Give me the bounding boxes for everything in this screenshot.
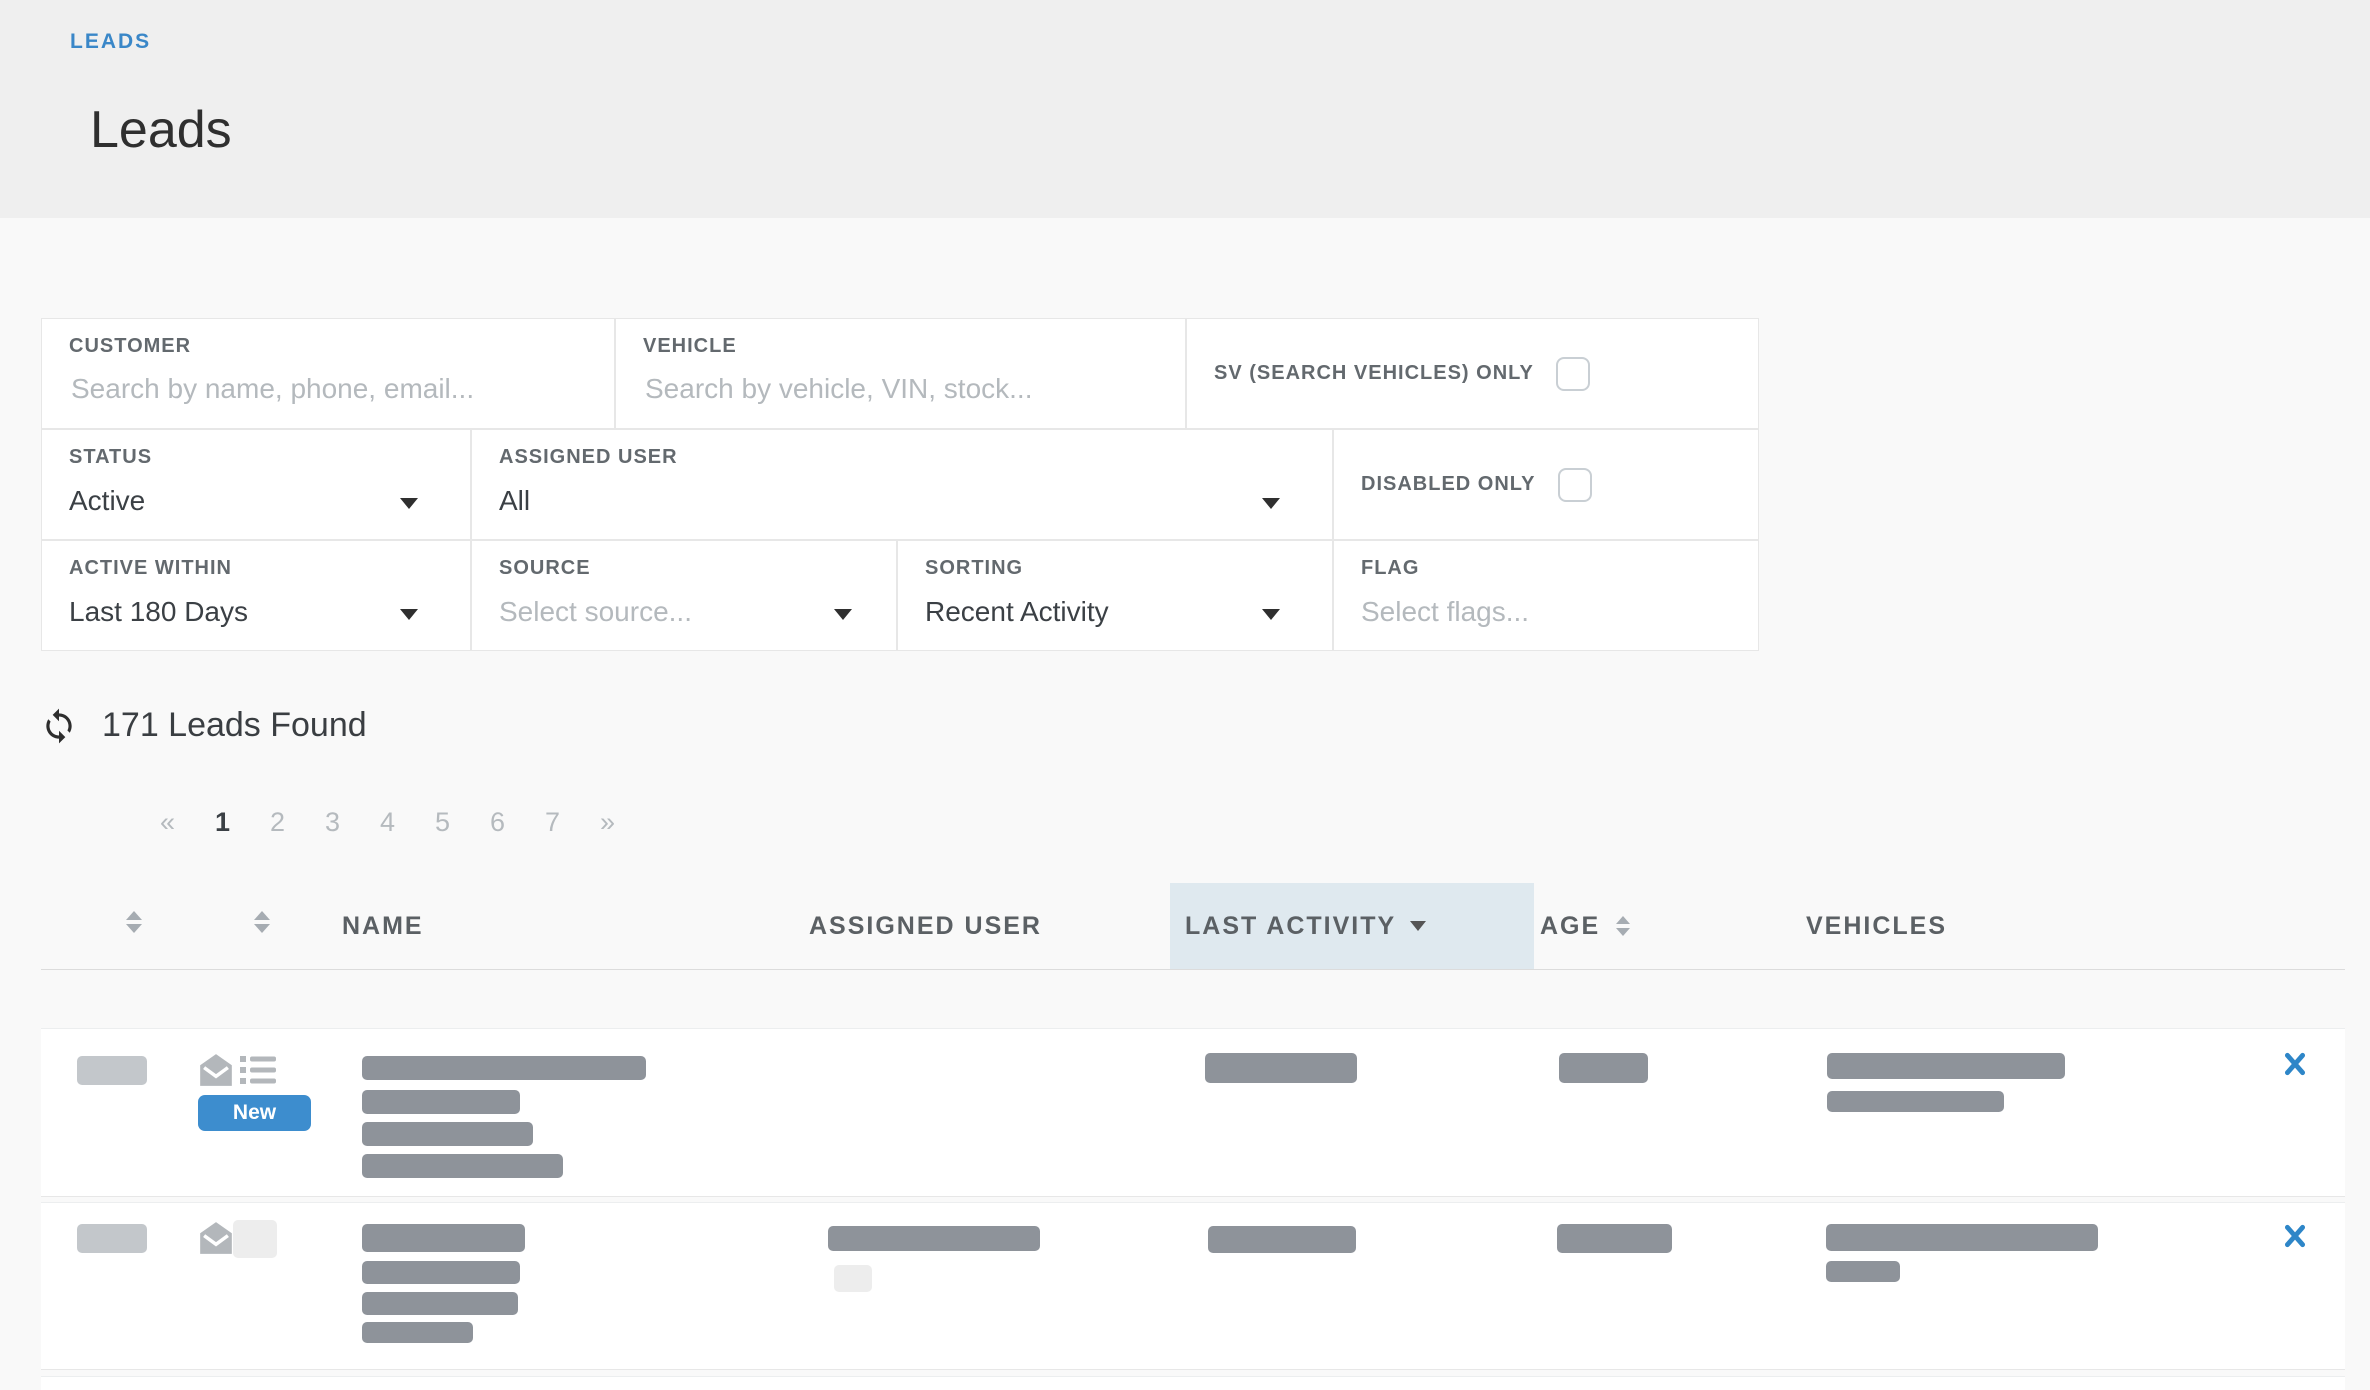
caret-down-icon [1262,498,1280,509]
redacted-vehicle-bar [1827,1091,2004,1112]
x-remove-icon[interactable] [2282,1051,2308,1077]
customer-search-input[interactable] [69,372,537,406]
table-header: NAME ASSIGNED USER LAST ACTIVITY AGE VEH… [41,883,2345,970]
redacted-text-bar [362,1122,533,1146]
redacted-status-pill [77,1224,147,1253]
lead-row[interactable]: New [41,1028,2345,1197]
filter-active-within[interactable]: ACTIVE WITHIN Last 180 Days [41,540,471,651]
column-header-vehicles[interactable]: VEHICLES [1806,911,1948,940]
column-header-last-activity[interactable]: LAST ACTIVITY [1170,883,1534,969]
redacted-name-bar [362,1056,646,1080]
column-header-last-activity-label: LAST ACTIVITY [1185,911,1397,940]
source-value: Select source... [499,596,692,627]
breadcrumb[interactable]: LEADS [70,30,152,53]
redacted-vehicle-bar [1826,1261,1900,1282]
redacted-age-bar [1557,1224,1672,1253]
sort-descending-icon [1410,921,1427,931]
caret-down-icon [400,609,418,620]
column-header-age[interactable]: AGE [1540,883,1631,969]
caret-down-icon [834,609,852,620]
flag-value: Select flags... [1361,596,1530,627]
disabled-only-checkbox[interactable] [1557,467,1592,502]
pagination-next[interactable]: » [599,807,616,837]
vehicle-label: VEHICLE [643,335,737,357]
open-envelope-icon [200,1054,232,1086]
column-header-name[interactable]: NAME [342,911,424,940]
lead-row[interactable] [41,1202,2345,1370]
redacted-text-bar [362,1090,520,1114]
page-title: Leads [90,101,232,159]
customer-label: CUSTOMER [69,335,192,357]
redacted-text-bar [362,1154,563,1178]
pagination-page-7[interactable]: 7 [544,807,561,837]
filter-assigned-user[interactable]: ASSIGNED USER All [471,429,1333,540]
redacted-last-activity-bar [1208,1226,1356,1253]
column-header-age-label: AGE [1540,911,1601,940]
pagination: « 1 2 3 4 5 6 7 » [140,800,635,844]
redacted-text-bar [362,1322,473,1343]
assigned-user-label: ASSIGNED USER [499,446,678,468]
redacted-text-bar [362,1292,518,1315]
pagination-page-2[interactable]: 2 [269,807,286,837]
filter-flag[interactable]: FLAG Select flags... [1333,540,1759,651]
x-remove-icon[interactable] [2282,1223,2308,1249]
active-within-label: ACTIVE WITHIN [69,557,232,579]
redacted-status-pill [77,1056,147,1085]
redacted-last-activity-bar [1205,1053,1357,1083]
redacted-small-block [834,1265,872,1292]
status-value: Active [69,485,146,516]
page-header: LEADS Leads [0,0,2370,218]
sorting-value: Recent Activity [925,596,1109,627]
results-count: 171 Leads Found [102,706,367,744]
caret-down-icon [400,498,418,509]
pagination-page-1[interactable]: 1 [214,807,231,837]
filter-panel: CUSTOMER VEHICLE SV (SEARCH VEHICLES) ON… [41,318,1759,651]
sort-up-down-icon[interactable] [254,911,270,933]
sv-only-label: SV (SEARCH VEHICLES) ONLY [1214,362,1534,384]
filter-vehicle: VEHICLE [615,318,1186,429]
open-envelope-icon [200,1222,232,1254]
filter-customer: CUSTOMER [41,318,615,429]
status-label: STATUS [69,446,153,468]
pagination-page-5[interactable]: 5 [434,807,451,837]
filter-source[interactable]: SOURCE Select source... [471,540,897,651]
caret-down-icon [1262,609,1280,620]
sort-up-down-icon[interactable] [126,911,142,933]
sv-only-checkbox[interactable] [1555,356,1590,391]
filter-disabled-only: DISABLED ONLY [1333,429,1759,540]
sort-up-down-icon [1616,916,1631,936]
assigned-user-value: All [499,485,531,516]
pagination-prev[interactable]: « [159,807,176,837]
source-label: SOURCE [499,557,591,579]
new-badge: New [198,1095,311,1131]
redacted-name-bar [362,1224,525,1252]
vehicle-search-input[interactable] [643,372,1108,406]
filter-status[interactable]: STATUS Active [41,429,471,540]
sorting-label: SORTING [925,557,1024,579]
pagination-page-6[interactable]: 6 [489,807,506,837]
results-line: 171 Leads Found [40,706,367,745]
redacted-assigned-user-bar [828,1226,1040,1251]
redacted-vehicle-bar [1827,1053,2065,1079]
flag-label: FLAG [1361,557,1420,579]
filter-sorting[interactable]: SORTING Recent Activity [897,540,1333,651]
list-icon [240,1056,276,1084]
redacted-icon-block [233,1220,277,1258]
pagination-page-4[interactable]: 4 [379,807,396,837]
active-within-value: Last 180 Days [69,596,248,627]
redacted-text-bar [362,1261,520,1284]
pagination-page-3[interactable]: 3 [324,807,341,837]
column-header-assigned-user[interactable]: ASSIGNED USER [809,911,1042,940]
refresh-icon[interactable] [40,707,78,745]
disabled-only-label: DISABLED ONLY [1361,473,1536,495]
lead-row[interactable] [41,1376,2345,1390]
redacted-age-bar [1559,1053,1648,1083]
filter-sv-only: SV (SEARCH VEHICLES) ONLY [1186,318,1759,429]
redacted-vehicle-bar [1826,1224,2098,1251]
